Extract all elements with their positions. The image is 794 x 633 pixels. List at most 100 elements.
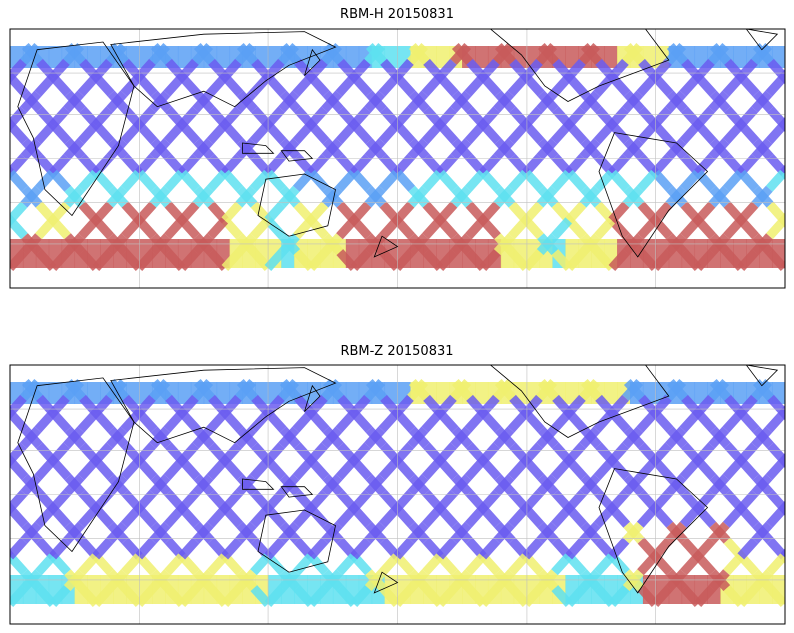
swath-track xyxy=(49,249,71,272)
swath-track xyxy=(292,505,314,528)
swath-track xyxy=(35,217,57,240)
swath-track xyxy=(21,42,43,65)
swath-track xyxy=(292,74,314,97)
swath-cell xyxy=(694,46,708,68)
swath-track xyxy=(437,410,459,433)
swath-track xyxy=(708,521,730,544)
swath-track xyxy=(436,153,458,176)
swath-track xyxy=(594,217,616,240)
swath-track xyxy=(378,122,400,145)
swath-track xyxy=(150,378,172,401)
swath-track xyxy=(378,74,400,97)
swath-track xyxy=(79,394,101,417)
swath-track xyxy=(680,553,702,576)
swath-track xyxy=(249,122,271,145)
swath-track xyxy=(780,219,785,228)
swath-track xyxy=(294,106,316,129)
coastline-path xyxy=(745,29,779,51)
swath-track xyxy=(10,169,29,192)
swath-track xyxy=(593,122,615,145)
swath-track xyxy=(393,249,415,272)
swath-track xyxy=(752,426,774,449)
swath-track xyxy=(378,458,400,481)
swath-track xyxy=(566,410,588,433)
swath-cell xyxy=(733,382,747,404)
coastline-path xyxy=(489,365,670,438)
swath-track xyxy=(120,458,142,481)
swath-track xyxy=(709,42,731,65)
swath-track xyxy=(165,394,187,417)
swath-track xyxy=(393,585,415,608)
swath-track xyxy=(550,122,572,145)
swath-track xyxy=(365,90,387,113)
swath-track xyxy=(451,42,473,65)
swath-track xyxy=(222,169,244,192)
swath-track xyxy=(79,442,101,465)
swath-track xyxy=(107,90,129,113)
swath-track xyxy=(722,74,744,97)
swath-track xyxy=(10,213,14,221)
coastline-path xyxy=(257,509,336,573)
swath-track xyxy=(608,153,630,176)
swath-track xyxy=(738,505,760,528)
swath-layer-rbm-h xyxy=(10,42,785,272)
swath-track xyxy=(523,74,545,97)
swath-track xyxy=(781,172,785,181)
swath-track xyxy=(608,201,630,224)
swath-track xyxy=(681,442,703,465)
swath-track xyxy=(537,42,559,65)
swath-track xyxy=(751,185,773,208)
swath-track xyxy=(178,153,200,176)
swath-track xyxy=(722,169,744,192)
swath-track xyxy=(509,442,531,465)
swath-track xyxy=(709,90,731,113)
swath-track xyxy=(408,42,430,65)
swath-track xyxy=(292,410,314,433)
swath-track xyxy=(580,378,602,401)
swath-track xyxy=(565,201,587,224)
swath-track xyxy=(77,458,99,481)
swath-track xyxy=(365,138,387,161)
swath-track xyxy=(551,553,573,576)
swath-track xyxy=(335,122,357,145)
swath-track xyxy=(608,537,630,560)
swath-track xyxy=(365,426,387,449)
graticule-rbm-z xyxy=(10,365,785,624)
swath-track xyxy=(120,505,142,528)
swath-track xyxy=(522,249,544,272)
swath-track xyxy=(136,458,158,481)
swath-track xyxy=(107,426,129,449)
swath-track xyxy=(451,426,473,449)
swath-track xyxy=(523,505,545,528)
swath-track xyxy=(437,74,459,97)
swath-track xyxy=(279,90,301,113)
swath-track xyxy=(92,537,114,560)
swath-track xyxy=(251,106,273,129)
swath-track xyxy=(192,521,214,544)
swath-track xyxy=(249,505,271,528)
swath-track xyxy=(666,138,688,161)
swath-track xyxy=(507,169,529,192)
swath-track xyxy=(780,555,785,564)
swath-cell xyxy=(565,382,579,404)
swath-track xyxy=(464,74,486,97)
swath-track xyxy=(136,122,158,145)
swath-track xyxy=(450,521,472,544)
swath-track xyxy=(694,249,716,272)
swath-track xyxy=(579,521,601,544)
swath-track xyxy=(77,169,99,192)
swath-track xyxy=(36,442,58,465)
swath-layer-rbm-z xyxy=(10,378,785,608)
swath-track xyxy=(552,442,574,465)
swath-track xyxy=(251,58,273,81)
swath-track xyxy=(335,505,357,528)
swath-track xyxy=(79,58,101,81)
swath-track xyxy=(64,474,86,497)
swath-track xyxy=(436,201,458,224)
swath-track xyxy=(752,378,774,401)
swath-track xyxy=(21,90,43,113)
swath-track xyxy=(92,585,114,608)
swath-track xyxy=(236,90,258,113)
swath-track xyxy=(179,74,201,97)
swath-track xyxy=(36,58,58,81)
